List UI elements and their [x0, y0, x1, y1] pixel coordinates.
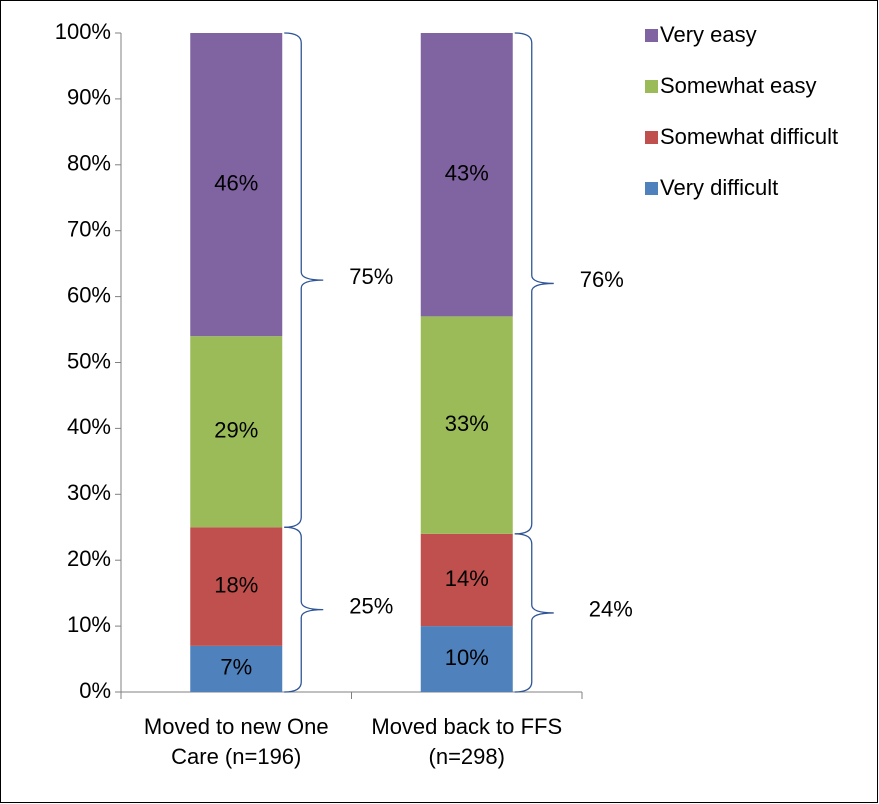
brace-label: 24% [589, 597, 633, 622]
legend-label: Somewhat easy [660, 73, 817, 98]
brace-label: 25% [349, 593, 393, 618]
bar-segment [420, 33, 513, 317]
x-tick-label: Moved to new One Care (n=196) [143, 714, 329, 769]
y-tick-label: 90% [67, 85, 111, 110]
brace [514, 533, 554, 693]
value-label: 14% [445, 566, 489, 591]
x-tick-label: Moved back to FFS (n=298) [371, 714, 563, 769]
brace [514, 32, 554, 535]
value-label: 7% [220, 655, 252, 680]
y-tick-label: 50% [67, 348, 111, 373]
y-tick-label: 20% [67, 546, 111, 571]
y-tick-label: 10% [67, 612, 111, 637]
value-label: 29% [214, 418, 258, 443]
y-tick-label: 40% [67, 414, 111, 439]
y-tick-label: 60% [67, 282, 111, 307]
brace [284, 526, 324, 693]
legend-swatch [645, 80, 658, 93]
bar-segment [420, 533, 513, 627]
legend-label: Very easy [660, 22, 757, 47]
legend-swatch [645, 131, 658, 144]
y-tick-label: 100% [55, 19, 111, 44]
legend-label: Very difficult [660, 175, 778, 200]
y-tick-label: 0% [79, 678, 111, 703]
brace [284, 32, 324, 528]
brace-label: 76% [580, 267, 624, 292]
y-tick-label: 80% [67, 151, 111, 176]
value-label: 43% [445, 160, 489, 185]
bar-segment [190, 33, 283, 337]
y-tick-label: 70% [67, 217, 111, 242]
bar-segment [420, 626, 513, 692]
y-tick-label: 30% [67, 480, 111, 505]
bar-segment [190, 645, 283, 692]
legend-label: Somewhat difficult [660, 124, 838, 149]
value-label: 10% [445, 645, 489, 670]
bar-segment [420, 316, 513, 534]
legend-swatch [645, 29, 658, 42]
bar-segment [190, 527, 283, 646]
brace-label: 75% [349, 264, 393, 289]
value-label: 33% [445, 411, 489, 436]
legend-swatch [645, 182, 658, 195]
bar-segment [190, 336, 283, 528]
value-label: 18% [214, 572, 258, 597]
value-label: 46% [214, 170, 258, 195]
